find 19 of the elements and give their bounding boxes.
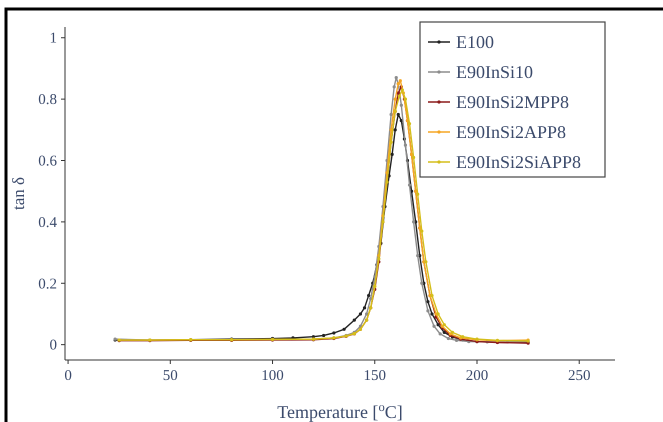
y-tick-label: 0	[50, 338, 57, 354]
x-tick-label: 150	[364, 368, 386, 384]
y-tick-label: 1	[50, 30, 57, 47]
y-tick-label: 0.4	[38, 214, 58, 231]
y-tick-label: 0.2	[38, 276, 57, 292]
x-tick-label: 0	[64, 368, 72, 384]
y-tick-label: 0.6	[38, 154, 58, 170]
x-tick-label: 250	[568, 368, 590, 384]
y-axis-title: tan δ	[9, 176, 28, 210]
x-axis-title: Temperature [$^{o}$C]	[277, 400, 403, 422]
legend-label: E100	[456, 32, 494, 52]
y-tick-label: 0.8	[38, 92, 57, 108]
legend-label: E90InSi2APP8	[456, 122, 566, 142]
x-tick-label: 100	[261, 368, 284, 384]
x-tick-label: 50	[162, 368, 178, 384]
legend-label: E90InSi2MPP8	[456, 92, 570, 112]
legend-label: E90InSi10	[456, 62, 534, 82]
x-tick-label: 200	[466, 368, 488, 384]
legend-label: E90InSi2SiAPP8	[456, 152, 582, 172]
